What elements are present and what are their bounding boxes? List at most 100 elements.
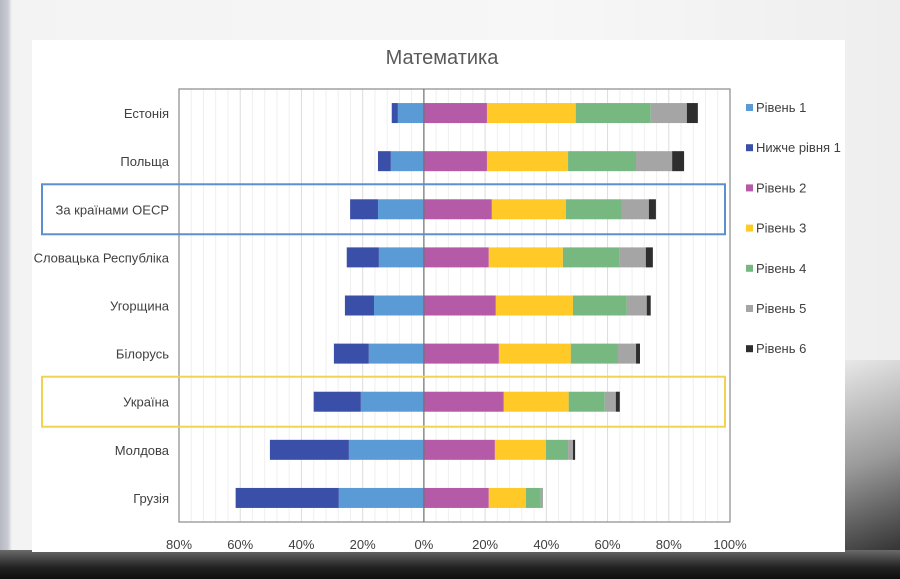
bar-segment — [423, 247, 489, 268]
category-label: Білорусь — [116, 347, 169, 362]
category-label: Польща — [120, 154, 169, 169]
bar-segment — [686, 103, 698, 124]
legend-swatch — [746, 345, 753, 353]
bar-segment — [486, 151, 569, 172]
category-label: Угорщина — [110, 299, 170, 314]
bar-segment — [368, 343, 424, 364]
bar-segment — [486, 103, 576, 124]
x-tick-label: 20% — [350, 537, 376, 552]
bar-segment — [378, 247, 424, 268]
x-tick-label: 0% — [414, 537, 433, 552]
bar-segment — [621, 199, 649, 220]
legend: Рівень 1 Нижче рівня 1 Рівень 2 Рівень 3 Рів… — [746, 100, 841, 356]
highlight-box — [41, 183, 726, 236]
highlight-box — [41, 375, 726, 428]
x-tick-label: 80% — [166, 537, 192, 552]
legend-label: Рівень 5 — [756, 301, 806, 316]
bar-segment — [423, 295, 496, 316]
bar-segment — [423, 343, 499, 364]
bar-segment — [568, 391, 605, 412]
bar-segment — [360, 391, 424, 412]
category-label: Україна — [123, 395, 170, 410]
category-label: Грузія — [133, 491, 169, 506]
axes — [178, 88, 731, 523]
x-tick-label: 60% — [227, 537, 253, 552]
bar-segment — [562, 247, 620, 268]
bar-segment — [615, 391, 620, 412]
bar-segment — [488, 247, 563, 268]
bar-segment — [650, 103, 687, 124]
bar-segment — [491, 199, 566, 220]
bar-segment — [525, 487, 541, 508]
bar-segment — [423, 391, 504, 412]
category-label: За країнами ОЕСР — [55, 202, 169, 217]
x-tick-label: 40% — [533, 537, 559, 552]
bar-segment — [604, 391, 616, 412]
bar-segment — [333, 343, 369, 364]
category-label: Естонія — [124, 106, 169, 121]
legend-swatch — [746, 104, 753, 111]
x-tick-label: 20% — [472, 537, 498, 552]
bar-segment — [344, 295, 374, 316]
bar-segment — [423, 487, 489, 508]
bar-segment — [377, 199, 424, 220]
bar-segment — [572, 439, 576, 460]
category-label: Молдова — [115, 443, 170, 458]
bar-segment — [645, 247, 653, 268]
bar-segment — [423, 199, 492, 220]
bar-segment — [488, 487, 526, 508]
x-tick-labels: 80% 60% 40% 20% 0% 20% 40% 60% 80% 100% — [166, 537, 747, 552]
bar-segment — [572, 295, 627, 316]
x-tick-label: 40% — [288, 537, 314, 552]
bar-segment — [346, 247, 379, 268]
legend-swatch — [746, 264, 753, 272]
bar-segment — [570, 343, 618, 364]
bar-segment — [423, 439, 495, 460]
bar-segment — [503, 391, 569, 412]
bar-segment — [235, 487, 339, 508]
x-tick-label: 80% — [656, 537, 682, 552]
bar-segment — [540, 487, 543, 508]
chart: Математика Естонія Польща За країнами ОЕСР… — [34, 47, 841, 552]
bar-segment — [568, 439, 573, 460]
legend-label: Рівень 3 — [756, 221, 806, 236]
legend-label: Нижче рівня 1 — [756, 140, 841, 155]
plot-border — [178, 88, 731, 523]
bar-segment — [565, 199, 622, 220]
bar-segment — [373, 295, 424, 316]
bar-segment — [350, 199, 378, 220]
bar-segment — [348, 439, 424, 460]
bar-segment — [619, 247, 646, 268]
bar-segment — [617, 343, 637, 364]
highlight-boxes — [41, 183, 726, 428]
bar-segment — [423, 151, 487, 172]
bar-segment — [575, 103, 651, 124]
legend-swatch — [746, 224, 753, 232]
bar-segment — [313, 391, 361, 412]
bar-segment — [390, 151, 424, 172]
bar-segment — [546, 439, 569, 460]
category-label: Словацька Республіка — [34, 250, 170, 265]
chart-slide: Математика Естонія Польща За країнами ОЕСР… — [32, 40, 845, 552]
bar-segment — [377, 151, 391, 172]
bar-segment — [269, 439, 349, 460]
legend-swatch — [746, 144, 753, 152]
legend-swatch — [746, 184, 753, 192]
bar-segment — [648, 199, 656, 220]
bar-segment — [626, 295, 647, 316]
legend-label: Рівень 1 — [756, 100, 806, 115]
x-tick-label: 60% — [595, 537, 621, 552]
bar-segment — [494, 439, 547, 460]
x-tick-label: 100% — [713, 537, 747, 552]
bar-segment — [498, 343, 571, 364]
bar-segment — [423, 103, 487, 124]
bar-segment — [338, 487, 424, 508]
category-labels: Естонія Польща За країнами ОЕСР Словацька Р… — [34, 106, 170, 506]
slide-background-decoration — [845, 360, 900, 560]
slide-bottom-band — [0, 550, 900, 579]
bar-segment — [568, 151, 637, 172]
bar-segment — [646, 295, 651, 316]
bar-segment — [636, 151, 673, 172]
bar-segment — [636, 343, 641, 364]
bar-segment — [495, 295, 573, 316]
